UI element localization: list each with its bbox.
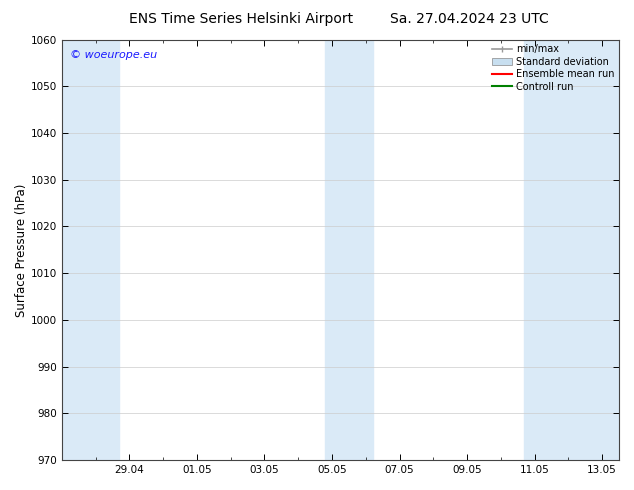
Bar [524, 40, 619, 460]
Bar [325, 40, 373, 460]
Text: ENS Time Series Helsinki Airport: ENS Time Series Helsinki Airport [129, 12, 353, 26]
Bar [62, 40, 119, 460]
Text: © woeurope.eu: © woeurope.eu [70, 50, 157, 60]
Text: Sa. 27.04.2024 23 UTC: Sa. 27.04.2024 23 UTC [390, 12, 548, 26]
Y-axis label: Surface Pressure (hPa): Surface Pressure (hPa) [15, 183, 28, 317]
Legend: min/max, Standard deviation, Ensemble mean run, Controll run: min/max, Standard deviation, Ensemble me… [490, 43, 616, 94]
